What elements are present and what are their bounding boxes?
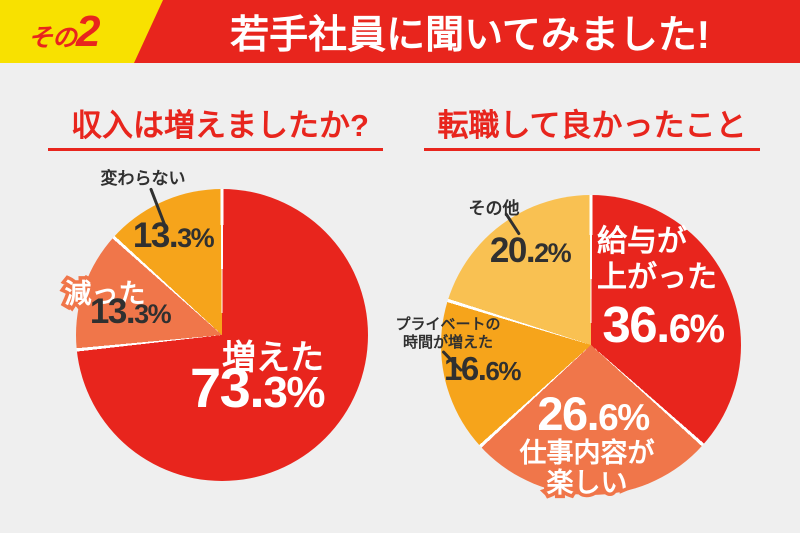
benefits-slice-value-private-time: 16.6% xyxy=(444,350,521,387)
benefits-slice-label-private-time: プライベートの 時間が増えた xyxy=(395,316,501,351)
income-slice-label-unchanged: 変わらない xyxy=(100,169,186,188)
income-slice-label-increased: 増えた xyxy=(222,339,324,377)
income-pie-chart xyxy=(76,189,368,481)
benefits-slice-label-salary: 給与が 上がった xyxy=(597,225,717,294)
income-slice-value-increased: 73.3% xyxy=(190,356,325,419)
income-chart-title: 収入は増えましたか? xyxy=(71,108,369,143)
income-slice-value-decreased: 13.3% xyxy=(89,292,172,331)
benefits-slice-value-other: 20.2% xyxy=(489,231,572,270)
benefits-slice-label-enjoyable-work: 仕事内容が 楽しい xyxy=(516,435,658,502)
header-title: 若手社員に聞いてみました! xyxy=(230,13,710,57)
benefits-title-underline xyxy=(424,148,760,151)
benefits-slice-value-salary: 36.6% xyxy=(602,296,725,353)
benefits-slice-label-other: その他 xyxy=(468,199,520,218)
header-badge: その 2 xyxy=(0,0,163,63)
income-slice-value-unchanged: 13.3% xyxy=(132,216,215,255)
benefits-slice-value-enjoyable-work: 26.6% xyxy=(537,387,650,440)
benefits-pie-chart xyxy=(441,195,741,495)
income-slice-label-decreased: 減った xyxy=(61,276,149,313)
badge-prefix: その xyxy=(28,23,77,52)
benefits-chart-title: 転職して良かったこと xyxy=(437,108,747,143)
badge-text: その 2 xyxy=(28,6,101,56)
income-title-underline xyxy=(48,148,383,151)
badge-number: 2 xyxy=(76,6,101,56)
